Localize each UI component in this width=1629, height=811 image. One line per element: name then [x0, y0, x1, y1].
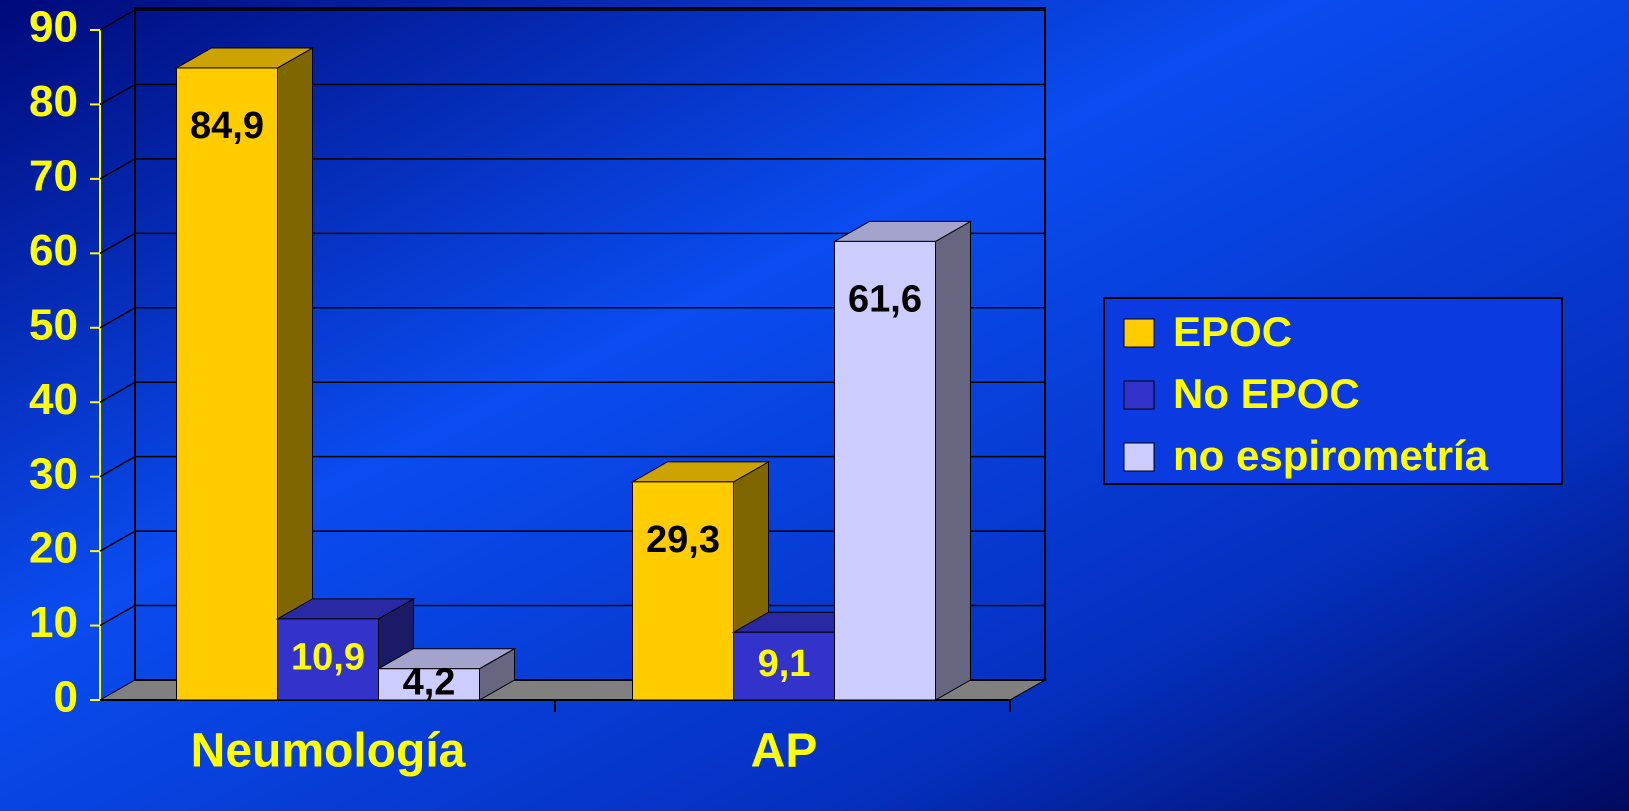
legend-label: EPOC	[1173, 308, 1292, 355]
data-label: 61,6	[848, 278, 922, 320]
y-tick-label: 90	[29, 3, 78, 52]
legend-swatch	[1123, 442, 1155, 472]
y-tick-label: 60	[29, 226, 78, 275]
grid-line	[99, 381, 1045, 403]
y-tick-label: 10	[29, 598, 78, 647]
y-tick-label: 70	[29, 152, 78, 201]
y-tick-label: 80	[29, 77, 78, 126]
grid-line	[99, 158, 1045, 180]
legend-swatch	[1123, 318, 1155, 348]
legend-label: No EPOC	[1173, 370, 1360, 417]
data-label: 9,1	[758, 643, 811, 685]
legend-label: no espirometría	[1173, 432, 1489, 479]
data-label: 4,2	[403, 661, 456, 703]
grid-line	[99, 232, 1045, 254]
back-wall	[134, 7, 1046, 681]
y-tick-label: 30	[29, 449, 78, 498]
grid-line	[99, 307, 1045, 329]
legend	[1103, 297, 1563, 485]
data-label: 84,9	[190, 105, 264, 147]
bar	[834, 240, 936, 701]
y-tick-label: 50	[29, 300, 78, 349]
bar	[176, 67, 278, 701]
y-tick-label: 0	[54, 673, 78, 722]
bar	[733, 631, 835, 701]
data-label: 29,3	[646, 519, 720, 561]
x-tick-label: AP	[751, 725, 818, 778]
grid-line	[99, 83, 1045, 106]
bar	[277, 618, 379, 701]
grid-line	[99, 9, 1045, 31]
legend-swatch	[1123, 380, 1155, 410]
y-tick-label: 20	[29, 524, 78, 573]
bar	[378, 668, 480, 701]
y-tick-label: 40	[29, 375, 78, 424]
grid-line	[99, 455, 1045, 478]
bar	[632, 481, 734, 701]
x-tick-label: Neumología	[191, 725, 466, 778]
bar-side	[935, 220, 971, 701]
data-label: 10,9	[291, 636, 365, 678]
